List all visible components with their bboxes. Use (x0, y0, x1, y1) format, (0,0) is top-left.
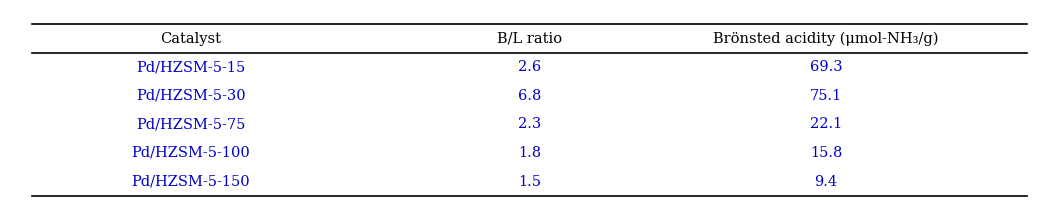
Text: Catalyst: Catalyst (160, 32, 221, 46)
Text: 9.4: 9.4 (814, 175, 838, 188)
Text: 69.3: 69.3 (810, 60, 842, 74)
Text: 2.6: 2.6 (518, 60, 541, 74)
Text: 22.1: 22.1 (810, 118, 842, 131)
Text: 1.5: 1.5 (518, 175, 541, 188)
Text: 6.8: 6.8 (518, 89, 541, 103)
Text: 75.1: 75.1 (810, 89, 842, 103)
Text: Pd/HZSM-5-100: Pd/HZSM-5-100 (131, 146, 250, 160)
Text: Pd/HZSM-5-75: Pd/HZSM-5-75 (136, 118, 246, 131)
Text: Pd/HZSM-5-30: Pd/HZSM-5-30 (136, 89, 246, 103)
Text: Pd/HZSM-5-15: Pd/HZSM-5-15 (136, 60, 246, 74)
Text: Pd/HZSM-5-150: Pd/HZSM-5-150 (131, 175, 250, 188)
Text: 2.3: 2.3 (518, 118, 541, 131)
Text: B/L ratio: B/L ratio (497, 32, 562, 46)
Text: 1.8: 1.8 (518, 146, 541, 160)
Text: 15.8: 15.8 (810, 146, 842, 160)
Text: Brönsted acidity (μmol-NH₃/g): Brönsted acidity (μmol-NH₃/g) (714, 32, 938, 46)
